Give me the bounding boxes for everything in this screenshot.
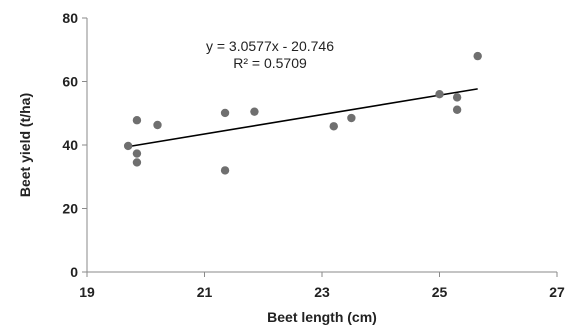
data-point — [132, 149, 142, 158]
x-tick-label: 27 — [549, 284, 565, 300]
data-point — [473, 51, 482, 61]
chart-labels: y = 3.0577x - 20.746 R² = 0.5709 Beet le… — [17, 38, 377, 325]
data-point — [153, 120, 162, 130]
data-point — [452, 105, 462, 114]
y-tick-label: 40 — [62, 137, 78, 153]
x-tick-label: 19 — [79, 284, 95, 300]
trendline-equation-label: y = 3.0577x - 20.746 — [206, 38, 334, 54]
x-axis-label: Beet length (cm) — [267, 309, 377, 325]
trendline-r2-label: R² = 0.5709 — [233, 55, 307, 71]
data-point — [329, 122, 338, 131]
x-tick-label: 23 — [314, 284, 330, 300]
y-tick-label: 60 — [62, 74, 78, 90]
data-point — [220, 108, 230, 118]
data-point — [452, 93, 462, 102]
data-point — [123, 141, 133, 151]
y-tick-label: 20 — [62, 201, 78, 217]
data-point — [347, 113, 356, 123]
y-axis-label: Beet yield (t/ha) — [17, 93, 33, 197]
x-tick-label: 21 — [197, 284, 213, 300]
data-point — [220, 166, 230, 175]
data-point — [132, 158, 142, 167]
trendline — [127, 88, 478, 148]
data-point — [250, 107, 259, 116]
data-point — [435, 90, 444, 99]
y-tick-label: 80 — [62, 10, 78, 26]
trendline-group — [127, 88, 478, 148]
x-tick-label: 25 — [432, 284, 448, 300]
data-point — [132, 116, 142, 125]
axes: 0 20 40 60 80 19 21 23 25 27 — [62, 10, 565, 300]
y-tick-label: 0 — [70, 264, 78, 280]
data-points — [123, 51, 482, 175]
